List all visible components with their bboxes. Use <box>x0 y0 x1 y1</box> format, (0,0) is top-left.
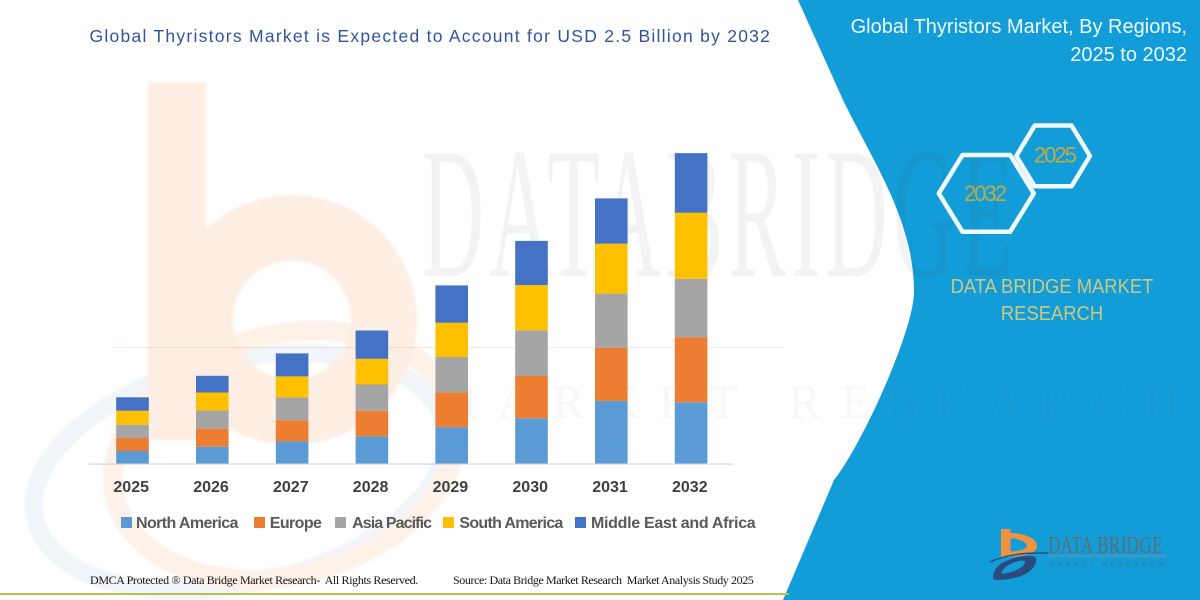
svg-text:2025: 2025 <box>1034 143 1077 168</box>
svg-text:MARKET RESEARCH: MARKET RESEARCH <box>1049 562 1168 569</box>
svg-text:DATA BRIDGE: DATA BRIDGE <box>1048 531 1163 559</box>
svg-text:2032: 2032 <box>964 181 1007 206</box>
svg-text:MARKET RESEARCH: MARKET RESEARCH <box>435 376 1200 429</box>
